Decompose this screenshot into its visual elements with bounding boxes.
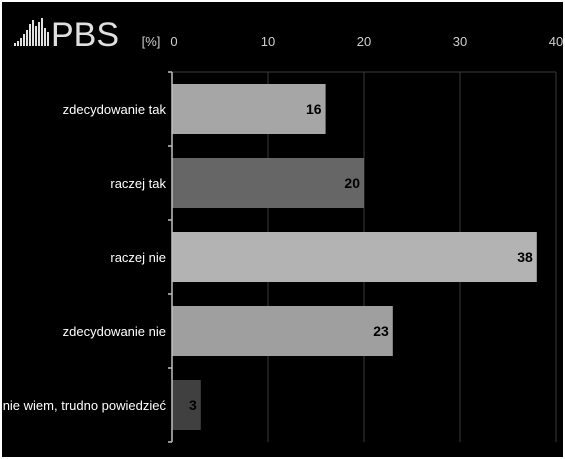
value-label: 23: [373, 323, 389, 339]
wave-bar: [26, 30, 28, 46]
x-tick-label: 30: [453, 34, 467, 49]
wave-bar: [17, 41, 19, 46]
x-tick-label: 0: [170, 34, 177, 49]
y-axis: [168, 71, 173, 443]
wave-bar: [47, 32, 49, 46]
category-label: nie wiem, trudno powiedzieć: [3, 398, 167, 413]
value-label: 20: [344, 175, 360, 191]
value-label: 16: [306, 101, 322, 117]
bar: [172, 158, 364, 208]
x-tick-labels: 0 10 20 30 40: [170, 34, 563, 49]
wave-bar: [35, 26, 37, 46]
x-tick-label: 20: [357, 34, 371, 49]
bar: [172, 84, 326, 134]
bars: [172, 84, 537, 430]
category-labels: zdecydowanie tak raczej tak raczej nie zdec…: [3, 102, 167, 413]
category-label: zdecydowanie tak: [63, 102, 167, 117]
category-label: raczej tak: [110, 176, 166, 191]
category-label: raczej nie: [110, 250, 166, 265]
wave-bar: [29, 24, 31, 46]
wave-bar: [32, 20, 34, 46]
logo-text: PBS: [51, 16, 119, 54]
category-label: zdecydowanie nie: [63, 324, 166, 339]
unit-label: [%]: [142, 34, 161, 49]
wave-bar: [20, 38, 22, 46]
value-label: 3: [189, 397, 197, 413]
value-labels: 16 20 38 23 3: [189, 101, 533, 413]
wave-bar: [23, 34, 25, 46]
wave-bar: [41, 18, 43, 46]
x-tick-label: 10: [261, 34, 275, 49]
pbs-logo: PBS: [14, 16, 119, 54]
bar: [172, 380, 201, 430]
wave-bar: [44, 28, 46, 46]
bar: [172, 232, 537, 282]
wave-bar: [38, 22, 40, 46]
wave-bar: [14, 43, 16, 46]
value-label: 38: [517, 249, 533, 265]
x-tick-label: 40: [549, 34, 563, 49]
bar: [172, 306, 393, 356]
waveform-icon: [14, 18, 49, 46]
